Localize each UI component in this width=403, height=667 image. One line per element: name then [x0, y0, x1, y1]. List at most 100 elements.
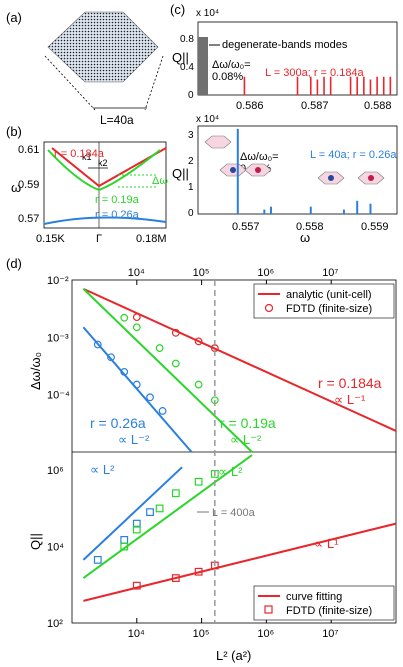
fdtd-point	[155, 504, 164, 513]
fdtd-point	[107, 353, 115, 362]
c-bot-xtick: 0.559	[361, 221, 389, 233]
size-dashline-1	[44, 55, 96, 111]
fdtd-point	[120, 367, 129, 376]
panel-label-d: (d)	[6, 256, 22, 271]
panel-b-ylabel: ω	[11, 180, 21, 195]
c-degenerate-region	[198, 37, 208, 95]
bot-ytick: 10²	[47, 618, 63, 630]
d-ann-r19-scale: ∝ L⁻²	[230, 432, 262, 447]
bot-xtick: 10⁶	[257, 628, 274, 640]
d-ann-r184: r = 0.184a	[318, 375, 382, 391]
fdtd-point	[146, 393, 154, 402]
d-bot-plot	[82, 280, 397, 623]
fdtd-point	[132, 581, 141, 590]
fdtd-point	[194, 337, 203, 346]
series-line	[83, 522, 397, 602]
bot-xtick: 10⁴	[128, 628, 145, 640]
mode-thumbnails	[204, 135, 385, 185]
k2-label: k2	[98, 158, 108, 168]
c-top-exponent: x 10⁴	[196, 8, 219, 19]
c-top-xtick: 0.588	[364, 100, 392, 112]
fdtd-point	[120, 542, 129, 551]
k1-label: k1	[82, 152, 92, 162]
top-xtick: 10⁴	[128, 267, 145, 279]
size-label: L=40a	[100, 113, 134, 127]
b-ytick: 0.59	[18, 179, 39, 191]
d-top-yticks: 10⁻² 10⁻³ 10⁻⁴	[47, 275, 70, 402]
top-xtick: 10⁶	[257, 267, 274, 279]
curve-r184	[51, 147, 167, 188]
series-line	[82, 326, 193, 453]
panel-b-frame	[43, 141, 167, 229]
b-xtick: 0.18M	[136, 233, 167, 245]
panel-label-a: (a)	[6, 10, 22, 25]
b-ytick: 0.61	[18, 144, 39, 156]
c-bot-xtick: 0.557	[232, 221, 260, 233]
fdtd-point	[171, 574, 180, 582]
fdtd-point	[132, 519, 141, 528]
top-xtick: 10⁵	[193, 267, 210, 279]
c-top-delta: Δω/ω₀=	[212, 59, 251, 71]
c-top-xtick: 0.587	[301, 100, 329, 112]
d-ann-red-scale: ∝ L¹	[314, 536, 339, 551]
c-bot-ylabel: Q||	[172, 166, 189, 181]
fdtd-point	[132, 323, 141, 332]
top-ytick: 10⁻⁴	[47, 390, 70, 402]
d-xlabel: L² (a²)	[216, 648, 251, 663]
d-top-legend-box	[253, 283, 395, 319]
c-bot-bars	[236, 128, 372, 214]
c-bot-ytick: 1	[188, 182, 194, 193]
d-bot-legend-2: FDTD (finite-size)	[286, 605, 372, 617]
c-bot-ytick: 3	[188, 130, 194, 141]
panel-label-c: (c)	[170, 2, 185, 17]
c-bot-exponent: x 10⁴	[196, 114, 219, 125]
d-top-legend-marker	[264, 303, 274, 313]
fdtd-point	[194, 567, 203, 576]
series-line	[82, 288, 253, 453]
b-ytick: 0.57	[18, 213, 39, 225]
c-bot-delta: Δω/ω₀=	[240, 151, 279, 163]
c-bot-xlabel: ω	[300, 230, 310, 245]
panel-label-b: (b)	[6, 124, 22, 139]
fdtd-point	[155, 344, 164, 352]
fdtd-point	[171, 359, 180, 368]
fdtd-point	[132, 525, 141, 534]
d-bot-xticks: 10⁴ 10⁵ 10⁶ 10⁷	[128, 618, 338, 640]
b-xtick: 0.15K	[36, 233, 65, 245]
d-bot-legend-marker	[264, 605, 273, 614]
fdtd-point	[158, 407, 167, 415]
c-top-ytick: 0.8	[180, 34, 194, 45]
b-xtick: Γ	[96, 233, 102, 245]
fdtd-point	[120, 535, 129, 544]
fdtd-point	[171, 328, 180, 337]
series-line	[82, 287, 397, 432]
d-bot-ylabel: Q||	[28, 533, 43, 550]
c-bot-ytick: 2	[188, 156, 194, 167]
d-ann-r184-scale: ∝ L⁻¹	[334, 392, 366, 407]
label-r19: r = 0.19a	[95, 194, 140, 206]
bot-ytick: 10⁶	[47, 465, 64, 477]
c-bot-frame	[197, 125, 398, 215]
d-ann-r26: r = 0.26a	[90, 415, 146, 431]
d-ann-r19: r = 0.19a	[220, 415, 276, 431]
fdtd-point	[194, 477, 203, 486]
d-frame	[71, 279, 397, 624]
size-dashline-2	[144, 55, 164, 111]
c-top-ytick: 0.4	[180, 62, 194, 73]
bot-xtick: 10⁷	[322, 628, 338, 640]
fdtd-point	[171, 489, 180, 498]
curve-r26	[43, 216, 167, 225]
d-bot-legend-1: curve fitting	[286, 591, 342, 603]
label-r184: r = 0.184a	[54, 148, 105, 160]
d-ann-r26-scale: ∝ L⁻²	[118, 432, 150, 447]
fdtd-point	[132, 380, 141, 389]
top-ytick: 10⁻³	[47, 332, 69, 344]
fdtd-point	[132, 313, 141, 322]
bot-xtick: 10⁵	[193, 628, 210, 640]
d-top-legend-1: analytic (unit-cell)	[286, 289, 372, 301]
curve-r19	[47, 149, 161, 192]
c-bot-ytick: 0	[188, 208, 194, 219]
fdtd-point	[120, 313, 129, 322]
c-bot-legend: L = 40a; r = 0.26a	[310, 149, 397, 161]
